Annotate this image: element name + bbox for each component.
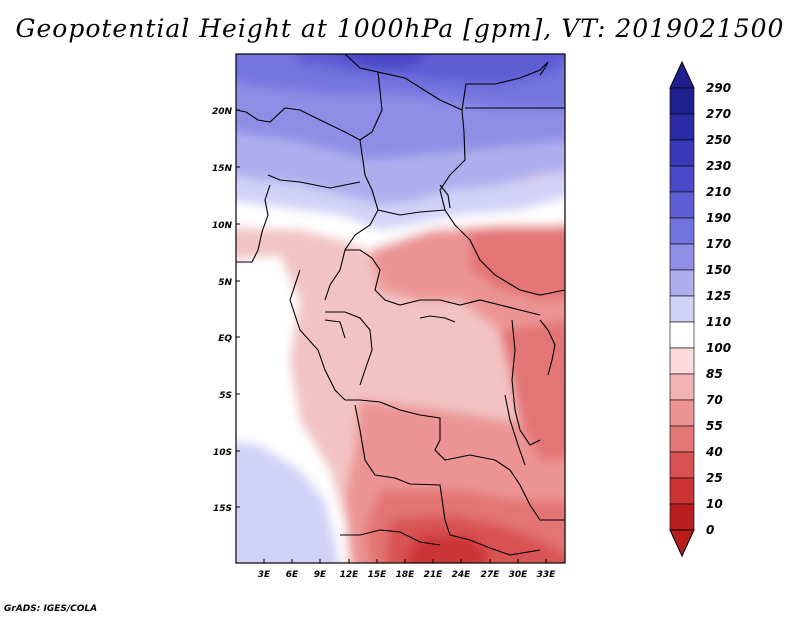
colorbar-label: 150 [706, 263, 731, 277]
colorbar-label: 55 [706, 419, 723, 433]
lat-label: 20N [212, 107, 233, 117]
colorbar-bin [669, 503, 695, 531]
colorbar-bin [669, 243, 695, 271]
latitude-axis [236, 109, 240, 508]
lat-label: 5N [218, 278, 232, 288]
lon-label: 24E [452, 570, 472, 580]
colorbar-bin [669, 217, 695, 245]
colorbar-top-arrow [669, 60, 695, 89]
colorbar-bin [669, 165, 695, 193]
colorbar-bin [669, 477, 695, 505]
country-borders [236, 54, 565, 556]
lon-label: 3E [258, 570, 271, 580]
colorbar-bin [669, 321, 695, 349]
lat-label: 5S [219, 391, 232, 401]
colorbar-bin [669, 347, 695, 375]
colorbar-bin [669, 191, 695, 219]
lon-label: 9E [314, 570, 327, 580]
colorbar-bin [669, 373, 695, 401]
lon-label: 30E [509, 570, 529, 580]
colorbar-bottom-arrow [669, 529, 695, 558]
colorbar-label: 190 [706, 211, 731, 225]
lon-label: 6E [286, 570, 299, 580]
colorbar-label: 40 [705, 445, 723, 459]
height-field [236, 54, 565, 563]
colorbar-label: 125 [706, 289, 731, 303]
colorbar-bin [669, 87, 695, 115]
colorbar-bin [669, 139, 695, 167]
lon-label: 18E [396, 570, 416, 580]
colorbar-label: 270 [706, 107, 731, 121]
colorbar-label: 70 [706, 393, 723, 407]
colorbar-bin [669, 451, 695, 479]
lon-label: 33E [537, 570, 557, 580]
lon-label: 27E [481, 570, 501, 580]
map-frame [235, 53, 566, 564]
colorbar-label: 110 [706, 315, 731, 329]
lat-label: 10N [212, 221, 233, 231]
grads-credit: GrADS: IGES/COLA [4, 604, 98, 614]
colorbar: 290 270 250 230 210 190 170 150 125 110 … [669, 60, 731, 558]
lon-label: 21E [424, 570, 444, 580]
lon-label: 15E [368, 570, 388, 580]
lat-label: 10S [213, 448, 232, 458]
colorbar-bin [669, 295, 695, 323]
colorbar-bin [669, 113, 695, 141]
colorbar-label: 25 [706, 471, 723, 485]
colorbar-bins [669, 87, 695, 531]
colorbar-label: 250 [706, 133, 731, 147]
colorbar-label: 0 [706, 523, 714, 537]
lat-label: EQ [218, 334, 232, 344]
lon-label: 12E [340, 570, 360, 580]
colorbar-label: 210 [706, 185, 731, 199]
map-title: Geopotential Height at 1000hPa [gpm], VT… [15, 14, 785, 43]
colorbar-label: 230 [706, 159, 731, 173]
colorbar-bin [669, 399, 695, 427]
colorbar-label: 85 [706, 367, 723, 381]
lat-label: 15S [213, 504, 232, 514]
colorbar-bin [669, 269, 695, 297]
longitude-axis [263, 559, 547, 563]
colorbar-label: 100 [706, 341, 731, 355]
colorbar-label: 170 [706, 237, 731, 251]
lat-label: 15N [212, 164, 233, 174]
colorbar-label: 10 [706, 497, 723, 511]
colorbar-bin [669, 425, 695, 453]
colorbar-label: 290 [706, 81, 731, 95]
